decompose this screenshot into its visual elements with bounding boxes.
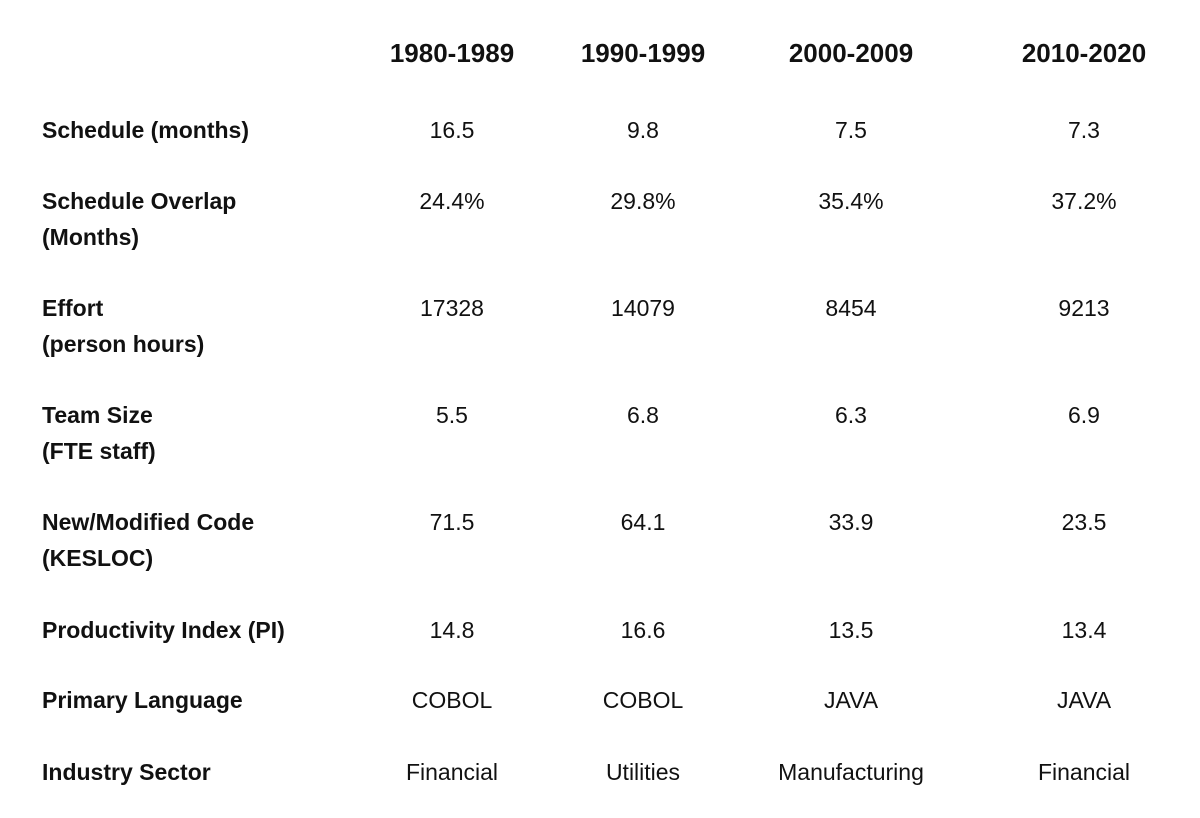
table-cell: 37.2% bbox=[1051, 188, 1117, 214]
row-label-new-modified-code: New/Modified Code (KESLOC) bbox=[42, 509, 255, 571]
row-label-schedule-overlap: Schedule Overlap (Months) bbox=[42, 188, 237, 250]
table-cell: 64.1 bbox=[620, 509, 666, 535]
column-header-1980-1989: 1980-1989 bbox=[389, 38, 515, 68]
table-cell: 7.3 bbox=[1068, 117, 1100, 143]
table-cell: 6.9 bbox=[1068, 402, 1100, 428]
row-label-team-size: Team Size (FTE staff) bbox=[42, 402, 156, 464]
table-cell: 14.8 bbox=[429, 617, 475, 643]
table-cell: Financial bbox=[1037, 759, 1131, 785]
table-cell: 17328 bbox=[420, 295, 484, 321]
row-label-primary-language: Primary Language bbox=[42, 687, 243, 713]
column-header-2010-2020: 2010-2020 bbox=[1021, 38, 1147, 68]
table-cell: 7.5 bbox=[835, 117, 867, 143]
row-label-effort: Effort (person hours) bbox=[42, 295, 205, 357]
table-cell: COBOL bbox=[411, 687, 493, 713]
table-cell: Utilities bbox=[605, 759, 681, 785]
table-cell: JAVA bbox=[1056, 687, 1112, 713]
table-cell: 33.9 bbox=[828, 509, 874, 535]
row-label-productivity-index: Productivity Index (PI) bbox=[42, 617, 285, 643]
table-cell: 16.6 bbox=[620, 617, 666, 643]
table-cell: 71.5 bbox=[429, 509, 475, 535]
table-cell: JAVA bbox=[823, 687, 879, 713]
table-cell: 9213 bbox=[1058, 295, 1110, 321]
column-header-1990-1999: 1990-1999 bbox=[580, 38, 706, 68]
table-cell: 6.8 bbox=[627, 402, 659, 428]
table-cell: 35.4% bbox=[818, 188, 884, 214]
table-cell: Financial bbox=[405, 759, 499, 785]
table-cell: 29.8% bbox=[610, 188, 676, 214]
table-cell: 8454 bbox=[825, 295, 877, 321]
table-cell: 5.5 bbox=[436, 402, 468, 428]
table-cell: 6.3 bbox=[835, 402, 867, 428]
table-cell: 9.8 bbox=[627, 117, 659, 143]
table-cell: COBOL bbox=[602, 687, 684, 713]
table-cell: 16.5 bbox=[429, 117, 475, 143]
table-cell: 24.4% bbox=[419, 188, 485, 214]
table-cell: 14079 bbox=[611, 295, 675, 321]
row-label-industry-sector: Industry Sector bbox=[42, 759, 211, 785]
table-cell: Manufacturing bbox=[778, 759, 924, 785]
table-cell: 13.4 bbox=[1061, 617, 1107, 643]
column-header-2000-2009: 2000-2009 bbox=[788, 38, 914, 68]
table-cell: 23.5 bbox=[1061, 509, 1107, 535]
row-label-schedule: Schedule (months) bbox=[42, 117, 250, 143]
table-cell: 13.5 bbox=[828, 617, 874, 643]
